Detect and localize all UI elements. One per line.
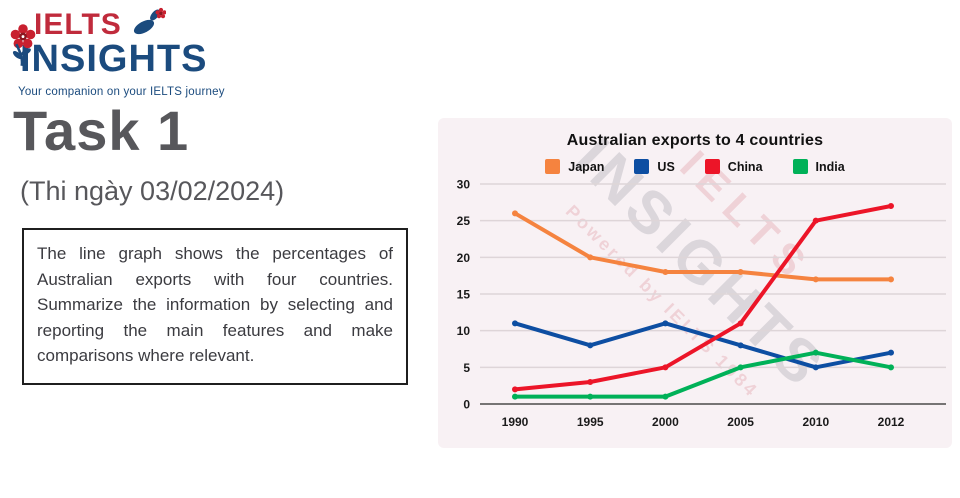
data-point-china [587,379,594,385]
chart-legend: Japan US China India [438,159,952,174]
data-point-us [812,364,819,371]
data-point-us [737,342,744,349]
legend-swatch-icon [634,159,650,174]
task-description-box: The line graph shows the percentages of … [22,228,408,385]
data-point-us [888,349,894,356]
y-axis-tick: 0 [463,398,470,412]
data-point-china [888,203,894,209]
data-point-japan [662,269,669,275]
legend-swatch-icon [792,159,808,174]
data-point-japan [587,254,594,261]
y-axis-tick: 10 [457,324,471,338]
data-point-india [888,364,894,371]
leaf-icon [12,43,31,67]
legend-label: Japan [568,159,605,174]
y-axis-tick: 20 [457,251,471,265]
data-point-japan [512,210,518,217]
data-point-japan [812,276,819,283]
legend-label: India [815,159,845,174]
y-axis-tick: 5 [463,361,470,375]
legend-swatch-icon [545,159,561,174]
x-axis-tick: 1990 [502,415,529,429]
chart-panel: IELTS INSIGHTS Powered by IELTS 1984 Aus… [438,118,952,448]
data-point-japan [737,269,744,275]
legend-item-india: India [792,159,845,174]
data-point-india [812,349,819,356]
data-point-china [662,364,669,371]
leaf-flower-icon [133,7,166,35]
series-line-japan [513,211,893,282]
task-date: (Thi ngày 03/02/2024) [20,176,285,206]
data-point-india [587,393,594,400]
x-axis-tick: 2010 [802,415,829,429]
data-point-china [812,217,819,224]
data-point-us [512,320,518,327]
legend-item-japan: Japan [545,159,604,174]
y-axis-tick: 25 [457,214,471,228]
x-axis-tick: 2005 [727,415,754,429]
data-point-india [662,393,669,400]
task-description-text: The line graph shows the percentages of … [37,244,393,365]
x-axis-tick: 1995 [577,415,604,429]
ielts-insights-logo: IELTS INSIGHTS Your companion on your IE… [10,7,240,98]
x-axis-tick: 2012 [878,415,905,429]
legend-item-us: US [634,159,675,174]
y-axis-tick: 15 [457,288,471,302]
legend-swatch-icon [704,159,720,174]
x-axis-tick: 2000 [652,415,679,429]
logo-tagline: Your companion on your IELTS journey [18,86,225,98]
data-point-china [737,320,744,327]
series-line-china [513,204,893,392]
data-point-india [737,364,744,371]
y-axis-tick: 30 [457,178,471,192]
data-point-india [512,393,518,400]
line-chart: 0 5 10 15 20 25 30 1990 1995 2000 2005 2010 2012 [457,178,946,429]
chart-title: Australian exports to 4 countries [566,132,824,149]
legend-item-china: China [704,159,763,174]
series-line-india [513,350,893,399]
data-point-us [587,342,594,349]
legend-label: US [657,159,675,174]
series-line-us [513,321,893,370]
task-title: Task 1 [13,99,190,162]
brand-name-insights: INSIGHTS [20,38,208,80]
data-point-us [662,320,669,327]
data-point-japan [888,276,894,283]
data-point-china [512,386,518,393]
brand-name-ielts: IELTS [34,8,122,41]
legend-label: China [727,159,763,174]
